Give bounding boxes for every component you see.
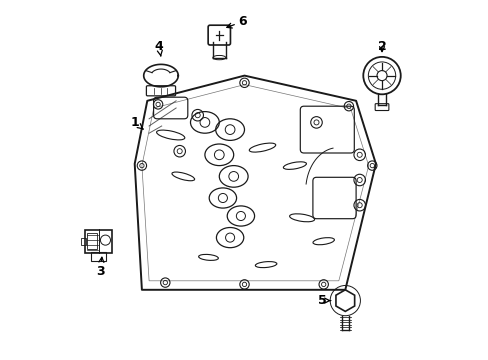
- Text: 2: 2: [377, 40, 386, 53]
- Text: 1: 1: [130, 116, 143, 129]
- Text: 5: 5: [317, 294, 330, 307]
- Text: 6: 6: [226, 15, 246, 28]
- Bar: [85, 230, 112, 253]
- Text: 3: 3: [96, 257, 104, 278]
- Bar: [91, 252, 106, 261]
- Text: 4: 4: [155, 40, 163, 56]
- Bar: [87, 233, 96, 249]
- Bar: [81, 238, 85, 245]
